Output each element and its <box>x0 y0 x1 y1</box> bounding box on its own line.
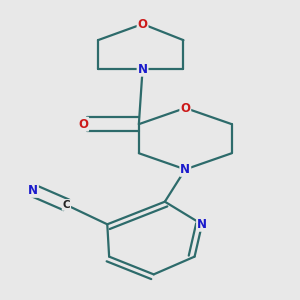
Text: N: N <box>28 184 38 197</box>
Text: O: O <box>78 118 88 131</box>
Text: N: N <box>180 163 190 176</box>
Text: O: O <box>180 101 190 115</box>
Text: O: O <box>138 17 148 31</box>
Text: N: N <box>138 63 148 76</box>
Text: N: N <box>197 218 207 231</box>
Text: C: C <box>63 200 70 210</box>
